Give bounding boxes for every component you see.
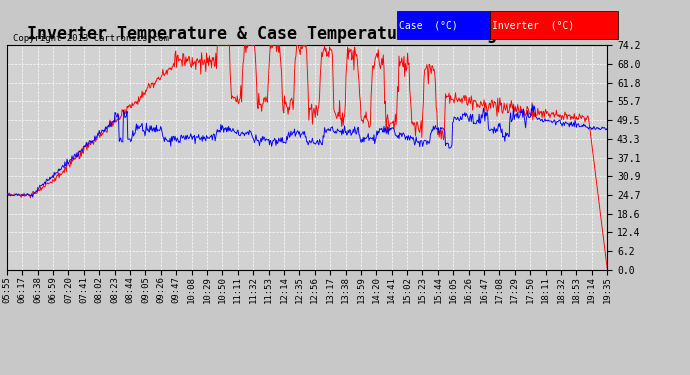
Title: Inverter Temperature & Case Temperature Wed Aug 14 19:50: Inverter Temperature & Case Temperature … [27,26,587,44]
Text: Inverter  (°C): Inverter (°C) [492,20,574,30]
Text: Copyright 2013 Cartronics.com: Copyright 2013 Cartronics.com [13,34,169,43]
Text: Case  (°C): Case (°C) [399,20,457,30]
